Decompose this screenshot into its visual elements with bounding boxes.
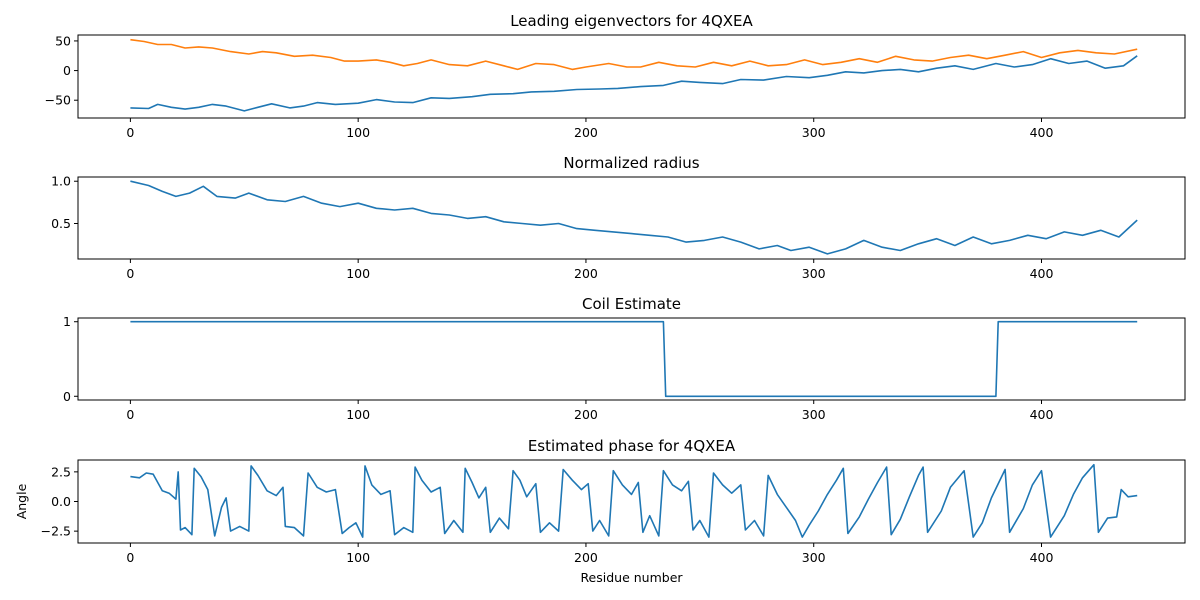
x-tick-label: 200 — [574, 407, 598, 422]
x-tick-label: 400 — [1030, 407, 1054, 422]
x-tick-label: 200 — [574, 125, 598, 140]
y-tick-label: −2.5 — [41, 524, 71, 539]
subplot-2: 0 100 200 300 400 0.5 1.0 Normalized radius — [51, 154, 1186, 281]
x-tick-label: 100 — [346, 266, 370, 281]
series-line-1 — [130, 463, 1138, 538]
subplot-1: 0 100 200 300 400 −50 0 50 Leading eigenvectors … — [45, 12, 1186, 140]
x-tick-label: 300 — [802, 125, 826, 140]
x-tick-label: 400 — [1030, 266, 1054, 281]
axes-frame — [77, 34, 1186, 119]
series-line-2 — [130, 38, 1138, 71]
chart-title: Coil Estimate — [582, 295, 681, 313]
y-tick-label: 2.5 — [51, 464, 71, 479]
series-line-1 — [130, 55, 1138, 112]
subplot-3: 0 100 200 300 400 0 1 Coil Estimate — [63, 295, 1186, 422]
y-tick-label: 1 — [63, 314, 71, 329]
series-line-1 — [130, 180, 1138, 255]
axes-frame — [77, 459, 1186, 544]
x-tick-label: 200 — [574, 266, 598, 281]
axes-frame — [77, 176, 1186, 260]
x-tick-label: 300 — [802, 550, 826, 565]
x-tick-label: 300 — [802, 407, 826, 422]
x-tick-label: 100 — [346, 550, 370, 565]
chart-title: Estimated phase for 4QXEA — [528, 437, 736, 455]
x-tick-label: 300 — [802, 266, 826, 281]
y-tick-label: −50 — [45, 93, 71, 108]
x-tick-label: 0 — [126, 266, 134, 281]
x-tick-label: 100 — [346, 125, 370, 140]
chart-title: Leading eigenvectors for 4QXEA — [510, 12, 753, 30]
x-tick-label: 200 — [574, 550, 598, 565]
y-tick-label: 0.0 — [51, 494, 71, 509]
x-tick-label: 400 — [1030, 550, 1054, 565]
x-tick-label: 0 — [126, 550, 134, 565]
y-axis-label: Angle — [14, 483, 29, 519]
x-axis-label: Residue number — [580, 570, 683, 585]
y-tick-label: 0 — [63, 63, 71, 78]
series-line-1 — [130, 320, 1138, 398]
y-tick-label: 0.5 — [51, 216, 71, 231]
x-tick-label: 0 — [126, 407, 134, 422]
y-tick-label: 50 — [55, 33, 71, 48]
x-tick-label: 0 — [126, 125, 134, 140]
x-tick-label: 100 — [346, 407, 370, 422]
axes-frame — [77, 317, 1186, 401]
subplot-4: 0 100 200 300 400 −2.5 0.0 2.5 Estimated phase f… — [14, 437, 1186, 585]
y-tick-label: 1.0 — [51, 174, 71, 189]
chart-title: Normalized radius — [563, 154, 699, 172]
y-tick-label: 0 — [63, 389, 71, 404]
x-tick-label: 400 — [1030, 125, 1054, 140]
